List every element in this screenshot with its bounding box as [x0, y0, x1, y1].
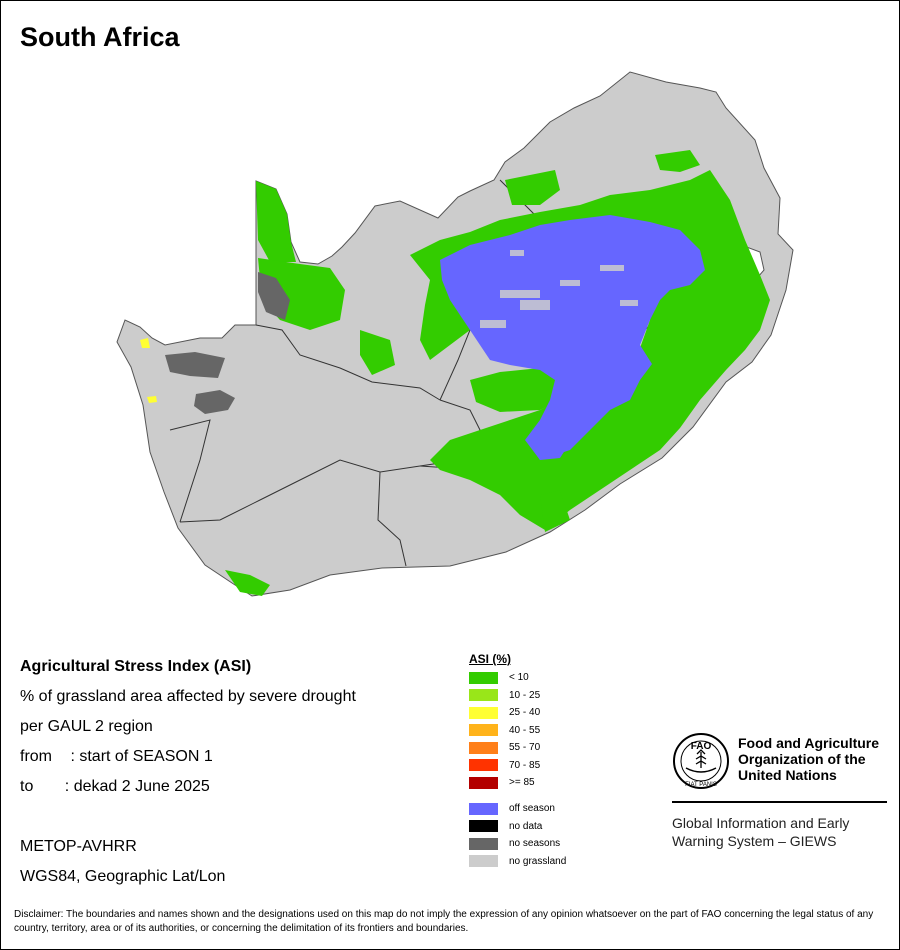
- legend-swatch: [469, 724, 498, 736]
- patch-yellow-16: [140, 338, 150, 348]
- legend-label: no data: [509, 820, 543, 832]
- patch-no-grassland-speck-7: [510, 250, 524, 256]
- legend-row-class-5: 55 - 70: [469, 741, 540, 754]
- province-boundary-8: [169, 419, 211, 523]
- index-heading: Agricultural Stress Index (ASI): [20, 658, 252, 675]
- legend-swatch: [469, 706, 498, 719]
- legend-row-class-7: >= 85: [469, 776, 535, 789]
- legend-label: 10 - 25: [509, 689, 541, 701]
- legend-row-class-6: 70 - 85: [469, 759, 540, 772]
- legend-label: 70 - 85: [509, 759, 541, 771]
- legend-swatch: [469, 837, 498, 850]
- asi-pixel-patches: [140, 150, 770, 596]
- admin-level: per GAUL 2 region: [20, 718, 153, 735]
- patch-low-stress-8: [225, 570, 270, 596]
- patch-no-grassland-speck-1: [500, 290, 540, 298]
- giews-name: Global Information and Early Warning Sys…: [672, 814, 849, 850]
- index-description: % of grassland area affected by severe d…: [20, 688, 356, 705]
- legend-label: 40 - 55: [509, 724, 541, 736]
- patch-no-grassland-speck-2: [520, 300, 550, 310]
- legend-label: off season: [509, 803, 555, 814]
- patch-off-season-10: [440, 215, 705, 460]
- patch-no-seasons-13: [165, 352, 225, 378]
- legend-swatch: [469, 802, 498, 815]
- to-label: to: [20, 778, 34, 795]
- disclaimer: Disclaimer: The boundaries and names sho…: [14, 909, 874, 934]
- to-value: : dekad 2 June 2025: [64, 778, 210, 795]
- patch-yellow-15: [147, 396, 157, 403]
- legend-swatch: [469, 689, 498, 701]
- patch-low-stress-9: [540, 490, 570, 532]
- legend-swatch: [469, 776, 498, 789]
- legend-row-class-2: 10 - 25: [469, 689, 540, 702]
- legend-row-other-3: no seasons: [469, 837, 560, 850]
- patch-low-stress-5: [360, 330, 395, 375]
- from-label: from: [20, 748, 52, 765]
- legend-row-other-4: no grassland: [469, 855, 566, 868]
- map-canvas: [116, 71, 794, 597]
- legend-swatch: [469, 855, 498, 867]
- legend-row-class-4: 40 - 55: [469, 724, 540, 737]
- legend-swatch: [469, 759, 498, 771]
- patch-low-stress-6: [505, 170, 560, 205]
- map-title: South Africa: [20, 22, 180, 52]
- province-boundary-1: [255, 324, 441, 401]
- projection-name: WGS84, Geographic Lat/Lon: [20, 868, 226, 885]
- logo-motto: FIAT PANIS: [685, 782, 717, 788]
- legend-label: >= 85: [509, 777, 535, 788]
- org-name-line-1: Food and Agriculture: [738, 735, 880, 751]
- patch-no-grassland-speck-6: [620, 300, 638, 306]
- legend-row-class-3: 25 - 40: [469, 706, 540, 719]
- patch-no-grassland-speck-3: [560, 280, 580, 286]
- sensor-name: METOP-AVHRR: [20, 838, 137, 855]
- patch-off-season-11: [530, 415, 575, 460]
- patch-low-stress-1: [256, 181, 296, 262]
- legend-swatch: [469, 741, 498, 754]
- legend-label: no grassland: [509, 855, 567, 867]
- patch-low-stress-4: [470, 368, 562, 412]
- period-to: to : dekad 2 June 2025: [20, 778, 210, 796]
- from-value: : start of SEASON 1: [70, 748, 213, 765]
- giews-line-1: Global Information and Early: [672, 815, 850, 831]
- logo-letters: FAO: [691, 741, 712, 752]
- legend-label: 55 - 70: [509, 742, 541, 753]
- legend-swatch: [469, 820, 498, 832]
- legend-label: < 10: [509, 672, 529, 683]
- legend-row-class-1: < 10: [469, 671, 529, 684]
- org-name-line-2: Organization of the: [738, 751, 866, 767]
- patch-no-grassland-speck-5: [480, 320, 506, 328]
- legend-swatch: [469, 671, 498, 684]
- patch-no-seasons-14: [194, 390, 235, 414]
- legend-title: ASI (%): [469, 652, 511, 666]
- org-name-line-3: United Nations: [738, 767, 837, 783]
- period-from: from : start of SEASON 1: [20, 748, 213, 766]
- legend-label: 25 - 40: [509, 707, 541, 718]
- patch-low-stress-7: [655, 150, 700, 172]
- legend-row-other-2: no data: [469, 820, 542, 833]
- fao-logo-icon: FAO FIAT PANIS: [673, 733, 729, 789]
- legend-row-other-1: off season: [469, 802, 555, 815]
- legend-label: no seasons: [509, 838, 561, 849]
- giews-line-2: Warning System – GIEWS: [672, 833, 837, 849]
- patch-no-grassland-speck-4: [600, 265, 624, 271]
- province-boundary-9: [377, 471, 407, 567]
- patch-no-seasons-12: [258, 272, 290, 320]
- organization-name: Food and Agriculture Organization of the…: [738, 735, 879, 783]
- divider: [672, 801, 887, 803]
